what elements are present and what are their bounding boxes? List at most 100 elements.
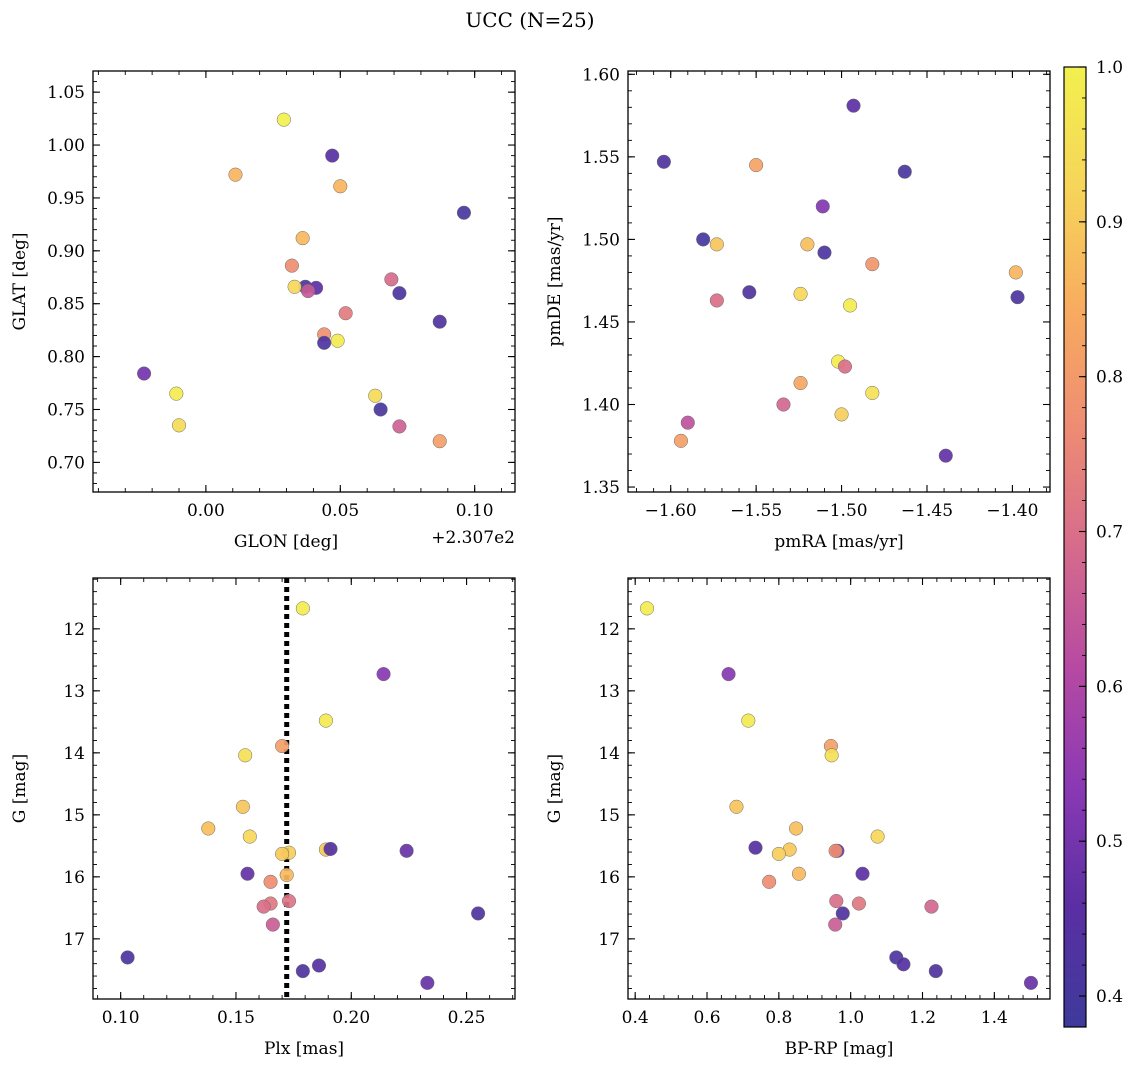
- y-tick-label: 1.00: [47, 136, 85, 156]
- figure-title: UCC (N=25): [465, 8, 594, 32]
- scatter-point: [333, 179, 348, 194]
- x-axis-label: Plx [mas]: [264, 1039, 344, 1059]
- colorbar-tick-label: 0.6: [1096, 677, 1123, 697]
- scatter-point: [729, 799, 744, 814]
- plot-frame: [627, 70, 1051, 493]
- scatter-point: [855, 866, 870, 881]
- panel-glon-glat: 0.00 0.05 0.10 0.70 0.75 0.80 0.85 0.90 0.95 1.00…: [10, 70, 516, 552]
- scatter-point: [741, 713, 756, 728]
- scatter-point: [275, 846, 290, 861]
- scatter-point: [287, 279, 302, 294]
- scatter-point: [897, 164, 912, 179]
- scatter-point: [824, 748, 839, 763]
- scatter-point: [265, 917, 280, 932]
- scatter-point: [317, 335, 332, 350]
- scatter-point: [938, 448, 953, 463]
- plot-frame: [627, 577, 1051, 1000]
- scatter-point: [471, 906, 486, 921]
- scatter-point: [399, 843, 414, 858]
- y-tick-label: 17: [598, 930, 620, 950]
- scatter-point: [928, 964, 943, 979]
- scatter-point: [256, 899, 271, 914]
- scatter-point: [295, 601, 310, 616]
- scatter-point: [865, 385, 880, 400]
- y-tick-label: 12: [598, 620, 620, 640]
- scatter-point: [281, 893, 297, 909]
- y-tick-label: 13: [598, 682, 620, 702]
- y-tick-label: 1.05: [47, 83, 85, 103]
- scatter-point: [235, 799, 250, 814]
- scatter-point: [432, 434, 447, 449]
- scatter-point: [828, 917, 843, 932]
- scatter-point: [392, 419, 407, 434]
- scatter-point: [240, 866, 255, 881]
- panel-pmra-pmde: −1.60 −1.55 −1.50 −1.45 −1.40 1.35 1.40 1.45 1.5…: [545, 65, 1051, 552]
- scatter-point: [228, 167, 243, 182]
- scatter-point: [1023, 975, 1039, 990]
- x-tick-label: 0.10: [456, 501, 494, 521]
- scatter-point: [432, 314, 447, 329]
- scatter-point: [263, 874, 278, 889]
- colorbar: 0.4 0.5 0.6 0.7 0.8 0.9 1.0: [1063, 58, 1123, 1028]
- scatter-point: [1010, 290, 1025, 305]
- scatter-point: [817, 245, 832, 260]
- scatter-point: [696, 232, 711, 247]
- y-tick-label: 0.95: [47, 189, 85, 209]
- colorbar-tick-label: 1.0: [1096, 58, 1123, 78]
- scatter-point: [201, 821, 216, 836]
- scatter-point: [709, 237, 724, 252]
- scatter-point: [791, 866, 807, 881]
- plot-frame: [92, 70, 516, 493]
- scatter-point: [284, 258, 299, 273]
- scatter-point: [837, 359, 853, 374]
- x-offset-text: +2.307e2: [431, 528, 515, 548]
- scatter-point: [749, 158, 764, 173]
- scatter-point: [896, 957, 911, 972]
- x-tick-label: −1.40: [986, 501, 1038, 521]
- x-axis-label: BP-RP [mag]: [785, 1039, 894, 1059]
- scatter-point: [776, 397, 791, 412]
- scatter-point: [275, 738, 290, 754]
- scatter-point: [456, 205, 471, 220]
- scatter-point: [137, 366, 152, 381]
- scatter-point: [373, 402, 388, 417]
- x-tick-label: 1.4: [981, 1008, 1008, 1028]
- x-tick-label: 0.05: [321, 501, 359, 521]
- scatter-point: [295, 964, 310, 979]
- scatter-point: [420, 975, 435, 990]
- y-tick-label: 1.60: [582, 65, 620, 85]
- scatter-point: [639, 601, 655, 616]
- scatter-point: [748, 840, 763, 855]
- scatter-point: [311, 958, 327, 973]
- x-tick-label: 0.10: [102, 1008, 140, 1028]
- x-tick-label: −1.60: [645, 501, 697, 521]
- y-tick-label: 13: [63, 682, 85, 702]
- scatter-point: [709, 293, 724, 308]
- scatter-point: [673, 433, 689, 448]
- scatter-point: [171, 418, 187, 433]
- y-tick-label: 16: [598, 868, 620, 888]
- scatter-point: [242, 829, 257, 844]
- scatter-point: [318, 713, 333, 728]
- scatter-point: [789, 821, 804, 836]
- x-tick-label: 0.20: [332, 1008, 370, 1028]
- scatter-point: [300, 283, 316, 299]
- y-tick-label: 1.35: [582, 478, 620, 498]
- x-tick-label: 0.4: [622, 1008, 649, 1028]
- scatter-point: [721, 667, 736, 682]
- x-tick-label: 0.8: [765, 1008, 792, 1028]
- scatter-point: [834, 407, 849, 422]
- scatter-point: [238, 748, 253, 763]
- scatter-point: [656, 154, 671, 169]
- scatter-point: [793, 375, 808, 391]
- panel-bprp-g: 0.4 0.6 0.8 1.0 1.2 1.4 12 13 14 15 16 17 BP-RP [mag…: [545, 577, 1051, 1059]
- x-tick-label: 1.2: [909, 1008, 936, 1028]
- x-tick-label: 1.0: [837, 1008, 864, 1028]
- colorbar-gradient: [1063, 66, 1087, 1028]
- scatter-point: [828, 843, 843, 858]
- scatter-point: [851, 896, 866, 911]
- scatter-point: [323, 841, 338, 857]
- y-axis-label: G [mag]: [545, 754, 565, 823]
- scatter-point: [865, 257, 880, 272]
- y-tick-label: 14: [63, 744, 85, 764]
